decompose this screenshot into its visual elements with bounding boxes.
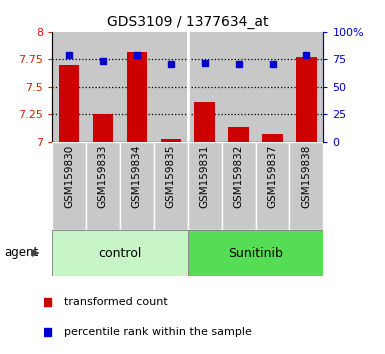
Bar bbox=[188, 230, 323, 276]
Bar bbox=[296, 57, 316, 142]
Bar bbox=[194, 102, 215, 142]
Bar bbox=[86, 32, 120, 142]
Text: GSM159835: GSM159835 bbox=[166, 144, 176, 208]
Text: Sunitinib: Sunitinib bbox=[228, 247, 283, 259]
Bar bbox=[52, 32, 86, 142]
Bar bbox=[228, 127, 249, 142]
Bar bbox=[222, 142, 256, 230]
Bar bbox=[86, 142, 120, 230]
Text: GSM159834: GSM159834 bbox=[132, 144, 142, 208]
Bar bbox=[154, 142, 187, 230]
Bar bbox=[262, 134, 283, 142]
Text: GSM159830: GSM159830 bbox=[64, 144, 74, 207]
Text: transformed count: transformed count bbox=[64, 297, 168, 307]
Bar bbox=[256, 142, 290, 230]
Bar bbox=[187, 32, 222, 142]
Text: control: control bbox=[98, 247, 142, 259]
Bar bbox=[52, 142, 86, 230]
Text: GSM159832: GSM159832 bbox=[234, 144, 244, 208]
Text: GSM159838: GSM159838 bbox=[301, 144, 311, 208]
Text: percentile rank within the sample: percentile rank within the sample bbox=[64, 327, 252, 337]
Text: GSM159837: GSM159837 bbox=[268, 144, 278, 208]
Bar bbox=[93, 114, 113, 142]
Bar bbox=[222, 32, 256, 142]
Bar bbox=[59, 65, 79, 142]
Bar bbox=[161, 139, 181, 142]
Title: GDS3109 / 1377634_at: GDS3109 / 1377634_at bbox=[107, 16, 268, 29]
Bar bbox=[256, 32, 290, 142]
Text: GSM159833: GSM159833 bbox=[98, 144, 108, 208]
Bar bbox=[188, 142, 222, 230]
Bar bbox=[52, 230, 188, 276]
Bar bbox=[290, 142, 323, 230]
Text: GSM159831: GSM159831 bbox=[200, 144, 210, 208]
Bar bbox=[290, 32, 323, 142]
Bar bbox=[127, 52, 147, 142]
Bar bbox=[154, 32, 187, 142]
Bar bbox=[120, 32, 154, 142]
Text: agent: agent bbox=[4, 246, 38, 259]
Bar bbox=[120, 142, 154, 230]
